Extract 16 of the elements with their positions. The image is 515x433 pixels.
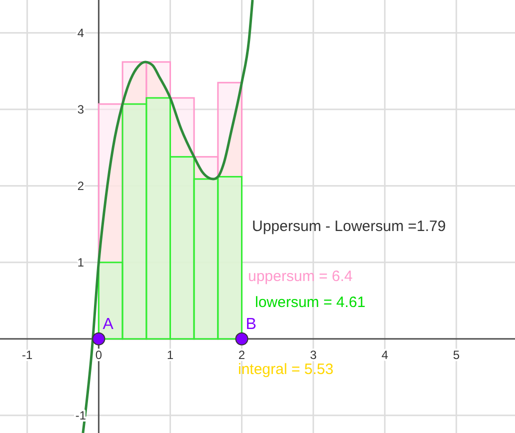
y-tick-label: 4 <box>77 26 84 40</box>
x-tick-label: 2 <box>238 348 246 362</box>
annotation: uppersum = 6.4 <box>248 268 353 285</box>
annotation: lowersum = 4.61 <box>255 294 366 311</box>
series-label: B <box>246 316 256 333</box>
x-tick-label: 1 <box>166 348 174 362</box>
y-tick-label: 3 <box>77 102 84 116</box>
x-tick-label: 3 <box>310 348 317 362</box>
x-tick-label: 4 <box>381 348 388 362</box>
x-tick-label: 5 <box>453 348 460 362</box>
series-label: A <box>102 316 114 333</box>
annotation: Uppersum - Lowersum =1.79 <box>252 218 446 235</box>
annotation: integral = 5.53 <box>238 361 334 378</box>
y-tick-label: 2 <box>77 178 84 193</box>
x-tick-label: -1 <box>22 348 33 362</box>
y-tick-label: 1 <box>77 255 84 270</box>
